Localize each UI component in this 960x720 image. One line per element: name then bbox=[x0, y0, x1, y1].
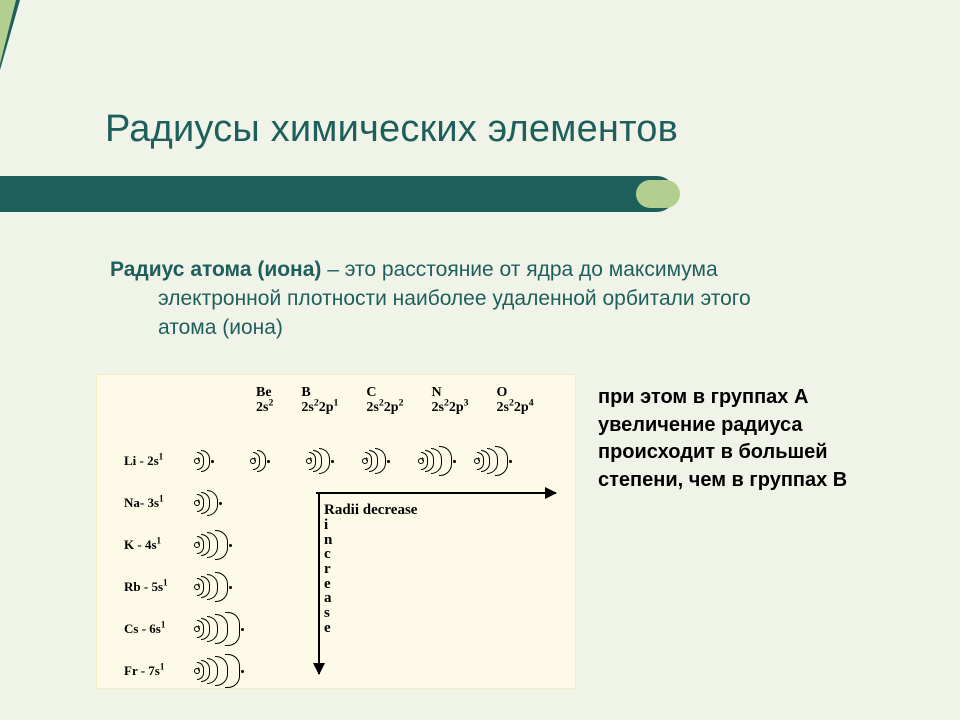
definition-term: Радиус атома (иона) bbox=[110, 258, 321, 281]
vertical-arrow-label: increase bbox=[324, 518, 332, 636]
row-label: Fr - 7s1 bbox=[124, 663, 186, 679]
atom-icon bbox=[306, 446, 342, 476]
row-label: Rb - 5s1 bbox=[124, 579, 186, 595]
column-headers: Be2s2 B2s22p1 C2s22p2 N2s22p3 O2s22p4 bbox=[256, 386, 534, 415]
radii-diagram: Be2s2 B2s22p1 C2s22p2 N2s22p3 O2s22p4 Li - 2… bbox=[96, 374, 576, 689]
atom-icon bbox=[194, 614, 230, 644]
atom-icon bbox=[194, 530, 230, 560]
atom-icon bbox=[250, 446, 286, 476]
definition-line2: электронной плотности наиболее удаленной… bbox=[110, 285, 850, 314]
column-header: O2s22p4 bbox=[497, 386, 534, 415]
element-row: Li - 2s1 bbox=[124, 446, 510, 476]
row-label: Cs - 6s1 bbox=[124, 621, 186, 637]
atom-icon bbox=[194, 656, 230, 686]
row-label: K - 4s1 bbox=[124, 537, 186, 553]
atom-icon bbox=[194, 446, 230, 476]
slide-title: Радиусы химических элементов bbox=[105, 108, 678, 151]
atom-icon bbox=[194, 572, 230, 602]
element-row: Rb - 5s1 bbox=[124, 572, 230, 602]
definition-text: Радиус атома (иона) – это расстояние от … bbox=[110, 256, 850, 343]
slide: Радиусы химических элементов Радиус атом… bbox=[0, 0, 960, 720]
atom-icon bbox=[362, 446, 398, 476]
side-note: при этом в группах А увеличение радиуса … bbox=[598, 384, 898, 494]
atom-icon bbox=[418, 446, 454, 476]
horizontal-arrow bbox=[316, 492, 556, 494]
column-header: C2s22p2 bbox=[366, 386, 403, 415]
bar-light bbox=[636, 180, 680, 208]
vertical-arrow bbox=[318, 494, 320, 674]
element-row: Na- 3s1 bbox=[124, 488, 230, 518]
horizontal-arrow-label: Radii decrease bbox=[324, 502, 417, 519]
column-header: B2s22p1 bbox=[301, 386, 338, 415]
atom-icon bbox=[194, 488, 230, 518]
row-label: Na- 3s1 bbox=[124, 495, 186, 511]
row-label: Li - 2s1 bbox=[124, 453, 186, 469]
bar-dark bbox=[0, 176, 675, 212]
title-underline-bar bbox=[0, 176, 960, 212]
definition-line3: атома (иона) bbox=[110, 314, 850, 343]
column-header: N2s22p3 bbox=[431, 386, 468, 415]
column-header: Be2s2 bbox=[256, 386, 273, 415]
corner-accent-light bbox=[0, 0, 16, 64]
atom-icon bbox=[474, 446, 510, 476]
element-row: Fr - 7s1 bbox=[124, 656, 230, 686]
element-row: Cs - 6s1 bbox=[124, 614, 230, 644]
definition-line1: – это расстояние от ядра до максимума bbox=[321, 258, 717, 281]
element-row: K - 4s1 bbox=[124, 530, 230, 560]
